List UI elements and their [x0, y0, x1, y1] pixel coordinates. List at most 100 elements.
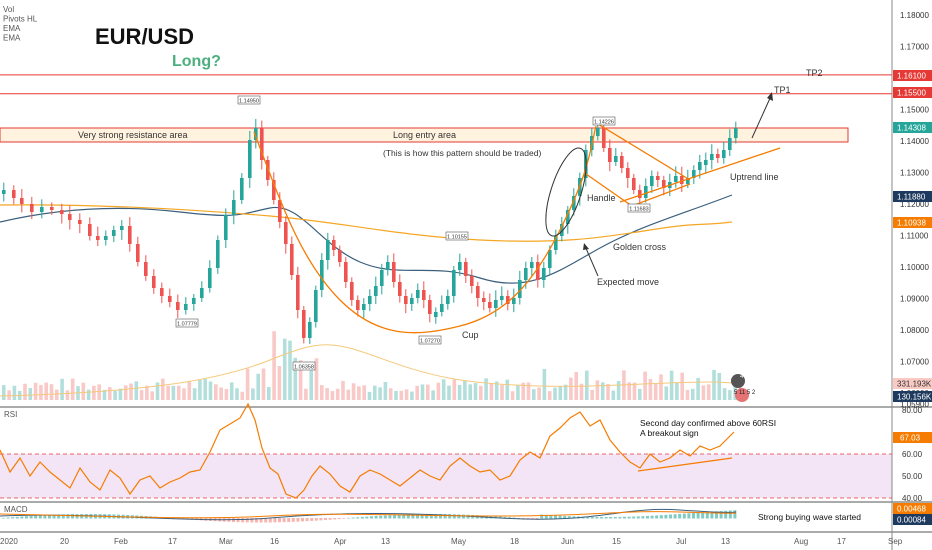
candle-body: [734, 128, 738, 138]
macd-histogram-bar: [650, 515, 654, 519]
volume-bar: [219, 387, 223, 400]
candle-body: [184, 304, 188, 310]
macd-histogram-bar: [618, 516, 622, 519]
volume-bar: [537, 387, 541, 400]
candle-body: [458, 262, 462, 270]
candle-body: [160, 288, 164, 296]
macd-histogram-bar: [623, 516, 626, 519]
volume-bar: [298, 360, 303, 400]
macd-histogram-bar: [6, 517, 10, 519]
macd-histogram-bar: [287, 518, 291, 522]
volume-bar: [426, 384, 430, 400]
volume-bar: [691, 388, 695, 400]
candle-body: [112, 230, 116, 236]
candle-body: [254, 128, 258, 140]
macd-histogram-bar: [66, 514, 70, 519]
volume-bar: [150, 391, 154, 400]
candle-body: [398, 282, 402, 296]
candle-body: [692, 170, 696, 178]
candle-body: [20, 198, 24, 204]
candle-body: [192, 298, 196, 304]
macd-histogram-bar: [305, 518, 309, 522]
pivot-label: 1.07270: [420, 339, 440, 345]
macd-histogram-bar: [411, 514, 415, 519]
ema-fast-line: [0, 194, 733, 284]
candle-body: [524, 268, 528, 280]
indicator-legend-item: EMA: [3, 34, 21, 43]
candle-body: [662, 180, 666, 188]
candle-body: [428, 300, 432, 314]
candle-body: [404, 296, 408, 304]
rsi-line: [0, 402, 735, 499]
volume-badge: [893, 378, 932, 389]
candle-body: [632, 178, 636, 190]
candle-body: [572, 196, 576, 210]
macd-histogram-bar: [406, 514, 410, 519]
volume-bar: [733, 378, 737, 400]
rsi-band: [0, 454, 892, 498]
candle-body: [554, 236, 558, 250]
macd-histogram-bar: [715, 511, 718, 519]
volume-bar: [346, 389, 351, 400]
macd-histogram-bar: [710, 511, 714, 519]
rsi-note: Second day confirmed above 60RSI: [640, 418, 776, 428]
candle-body: [96, 236, 100, 240]
macd-histogram-bar: [291, 518, 295, 522]
volume-bar: [616, 381, 621, 400]
volume-bar: [473, 383, 478, 400]
macd-histogram-bar: [429, 514, 433, 519]
entry-note-label: (This is how this pattern should be trad…: [383, 148, 541, 158]
candle-body: [308, 322, 312, 338]
candle-body: [60, 210, 64, 214]
price-tick-label: 1.05900: [900, 400, 929, 409]
candle-body: [2, 190, 6, 194]
candle-body: [278, 200, 282, 222]
tp2-label: TP2: [806, 68, 823, 78]
candle-body: [674, 176, 678, 182]
macd-histogram-bar: [264, 518, 268, 523]
price-tick-label: 1.17000: [900, 43, 929, 52]
candle-body: [302, 310, 306, 338]
time-axis-label: 13: [721, 537, 730, 546]
candle-body: [362, 304, 366, 310]
price-badge-label: 1.16100: [897, 72, 926, 81]
chart-title: EUR/USD: [95, 24, 194, 49]
volume-badge-label: 331.193K: [897, 380, 932, 389]
candle-body: [614, 156, 618, 162]
volume-bar: [7, 390, 11, 400]
volume-bar: [632, 382, 637, 400]
macd-histogram-bar: [11, 517, 15, 519]
price-badge: [893, 191, 932, 202]
macd-histogram-bar: [586, 516, 590, 519]
macd-histogram-bar: [397, 514, 401, 519]
candle-body: [232, 200, 236, 215]
price-badge: [893, 122, 932, 133]
volume-bar: [330, 391, 335, 400]
candle-body: [596, 128, 600, 136]
macd-histogram-bar: [15, 516, 19, 519]
volume-bar: [70, 378, 75, 400]
candle-body: [494, 300, 498, 308]
pivot-box: [592, 116, 616, 126]
candle-body: [542, 268, 546, 280]
macd-histogram-bar: [365, 516, 369, 519]
expected-move-arrow: [584, 245, 599, 277]
time-axis-label: 20: [60, 537, 69, 546]
candle-body: [30, 204, 34, 212]
volume-bar: [680, 372, 684, 400]
candle-body: [464, 262, 468, 276]
rsi-tick-label: 50.00: [902, 472, 923, 481]
volume-bar: [399, 390, 404, 400]
volume-bar: [44, 382, 48, 400]
candle-body: [470, 276, 474, 286]
macd-histogram-bar: [71, 514, 74, 519]
volume-bar: [351, 383, 356, 400]
candle-body: [728, 138, 732, 150]
candle-body: [200, 288, 204, 298]
macd-line: [0, 508, 737, 521]
macd-histogram-bar: [701, 512, 705, 519]
candle-body: [320, 260, 324, 290]
price-tick-label: 1.14000: [900, 137, 929, 146]
candle-body: [410, 298, 414, 304]
